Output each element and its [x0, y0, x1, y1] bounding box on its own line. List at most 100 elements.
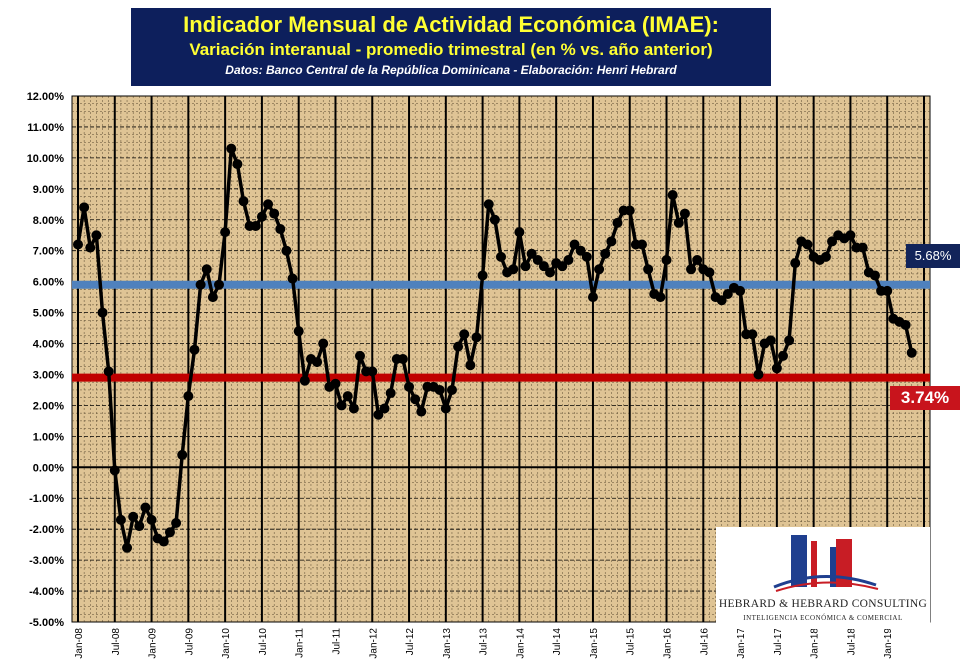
x-tick-label: Jul-08 — [111, 628, 122, 656]
data-point — [404, 381, 415, 392]
y-tick-label: 12.00% — [27, 91, 65, 103]
data-point — [526, 248, 537, 259]
data-point — [189, 344, 200, 355]
data-point — [128, 511, 139, 522]
data-point — [287, 273, 298, 284]
data-point — [109, 465, 120, 476]
data-point — [195, 279, 206, 290]
data-point — [355, 350, 365, 361]
chart-source: Datos: Banco Central de la República Dom… — [225, 63, 677, 77]
data-point — [453, 341, 464, 352]
data-point — [845, 230, 856, 241]
data-point — [784, 335, 795, 346]
data-point — [637, 239, 647, 250]
data-point — [747, 329, 758, 340]
data-point — [342, 391, 353, 402]
y-tick-label: 1.00% — [33, 431, 64, 443]
data-point — [158, 536, 169, 547]
data-point — [459, 329, 470, 340]
data-point — [214, 279, 224, 290]
data-point — [643, 264, 654, 275]
data-point — [624, 205, 635, 216]
data-point — [563, 254, 574, 265]
data-point — [103, 366, 114, 377]
data-point — [735, 285, 746, 296]
data-point — [483, 199, 494, 210]
x-tick-label: Jul-18 — [846, 628, 857, 656]
x-axis-labels: Jan-08 Jul-08 Jan-09 Jul-09 Jan-10 Jul-10 Jan-… — [74, 628, 894, 659]
data-point — [532, 254, 543, 265]
data-point — [446, 384, 457, 395]
data-point — [336, 400, 347, 411]
data-point — [489, 214, 500, 225]
data-point — [606, 236, 617, 247]
data-point — [765, 335, 776, 346]
data-point — [269, 208, 280, 219]
x-tick-label: Jul-12 — [405, 628, 416, 656]
logo-tagline: INTELIGENCIA ECONÓMICA & COMERCIAL — [743, 614, 903, 622]
data-point — [771, 363, 782, 374]
data-point — [367, 366, 378, 377]
data-point — [753, 369, 764, 380]
data-point — [465, 360, 476, 371]
data-point — [115, 514, 126, 525]
data-point — [226, 143, 237, 154]
title-box: Indicador Mensual de Actividad Económica… — [131, 8, 771, 86]
data-point — [373, 409, 384, 420]
y-axis-labels: 12.00% 11.00% 10.00% 9.00% 8.00% 7.00% 6.00% 5.… — [27, 91, 65, 629]
data-point — [569, 239, 580, 250]
y-tick-label: 7.00% — [33, 246, 64, 258]
x-tick-label: Jan-11 — [295, 628, 306, 658]
data-point — [416, 406, 427, 417]
data-point — [869, 270, 880, 281]
data-point — [397, 354, 408, 364]
data-point — [471, 332, 482, 343]
data-point — [318, 338, 329, 349]
data-point — [385, 388, 396, 399]
x-tick-label: Jul-09 — [184, 628, 195, 656]
data-point — [440, 403, 451, 414]
data-point — [263, 199, 274, 210]
blue-line-label: 5.68% — [906, 244, 960, 268]
y-tick-label: 3.00% — [33, 369, 64, 381]
data-point — [434, 384, 445, 395]
y-tick-label: -2.00% — [29, 524, 64, 536]
data-point — [575, 245, 586, 256]
data-point — [716, 295, 727, 306]
red-line-label: 3.74% — [890, 386, 960, 410]
data-point — [686, 264, 697, 275]
data-point — [679, 208, 690, 219]
data-point — [496, 251, 506, 262]
y-tick-label: -3.00% — [29, 555, 64, 567]
chart-subtitle: Variación interanual - promedio trimestr… — [189, 40, 713, 59]
grid-minor — [72, 96, 930, 622]
data-point — [410, 394, 421, 405]
data-point — [183, 391, 194, 402]
x-tick-label: Jan-15 — [589, 628, 600, 659]
logo-name: HEBRARD & HEBRARD CONSULTING — [718, 598, 928, 610]
data-point — [256, 211, 267, 222]
x-tick-label: Jul-17 — [773, 628, 784, 656]
data-point — [299, 375, 310, 386]
data-point — [177, 449, 188, 460]
y-tick-label: 9.00% — [33, 184, 64, 196]
y-tick-label: -1.00% — [29, 493, 64, 505]
y-tick-label: 6.00% — [33, 277, 64, 289]
data-point — [140, 502, 151, 513]
data-point — [857, 242, 868, 253]
y-tick-label: 5.00% — [33, 308, 64, 320]
data-point — [882, 285, 893, 296]
data-point — [85, 242, 96, 253]
x-tick-label: Jan-13 — [442, 628, 453, 659]
data-point — [900, 319, 911, 330]
data-point — [122, 542, 133, 553]
data-point — [201, 264, 212, 275]
company-logo: HEBRARD & HEBRARD CONSULTING INTELIGENCI… — [716, 527, 930, 629]
data-point — [146, 514, 157, 525]
data-point — [661, 254, 672, 265]
y-tick-label: 8.00% — [33, 215, 64, 227]
y-tick-label: -4.00% — [29, 586, 64, 598]
data-point — [692, 254, 703, 265]
x-tick-label: Jan-19 — [883, 628, 894, 659]
logo-buildings-icon — [773, 535, 879, 592]
